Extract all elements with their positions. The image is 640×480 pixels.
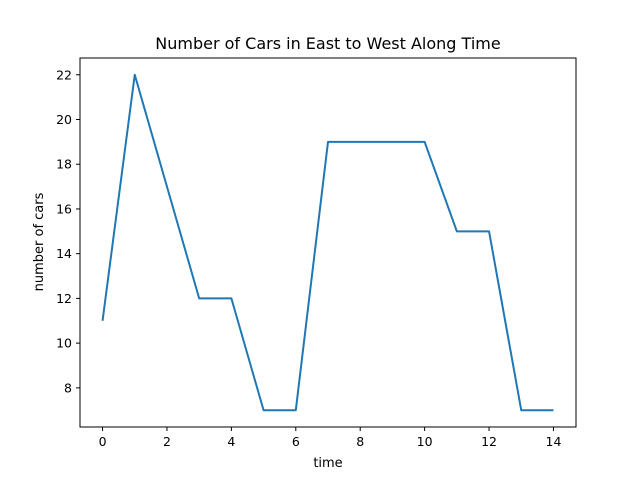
x-tick-label: 12: [481, 434, 497, 449]
plot-frame: [79, 57, 577, 428]
chart-title: Number of Cars in East to West Along Tim…: [155, 34, 500, 53]
x-tick-label: 4: [227, 434, 235, 449]
series-line: [101, 73, 554, 412]
x-tick-label: 6: [292, 434, 300, 449]
y-axis-label: number of cars: [32, 192, 47, 291]
y-axis-ticks: 8 10 12 14 16 18 20 22: [56, 67, 80, 395]
y-tick-label: 8: [64, 380, 72, 395]
x-tick-label: 14: [546, 434, 562, 449]
x-axis-ticks: 0 2 4 6 8 10 12 14: [99, 427, 562, 449]
y-tick-label: 18: [56, 157, 72, 172]
x-tick-label: 0: [99, 434, 107, 449]
series-layer: [101, 73, 554, 412]
y-tick-label: 20: [56, 112, 72, 127]
y-tick-label: 22: [56, 67, 72, 82]
y-tick-label: 16: [56, 201, 72, 216]
x-tick-label: 8: [356, 434, 364, 449]
y-tick-label: 10: [56, 336, 72, 351]
x-tick-label: 2: [163, 434, 171, 449]
y-tick-label: 12: [56, 291, 72, 306]
x-axis-label: time: [313, 456, 342, 471]
x-tick-label: 10: [417, 434, 433, 449]
y-tick-label: 14: [56, 246, 72, 261]
